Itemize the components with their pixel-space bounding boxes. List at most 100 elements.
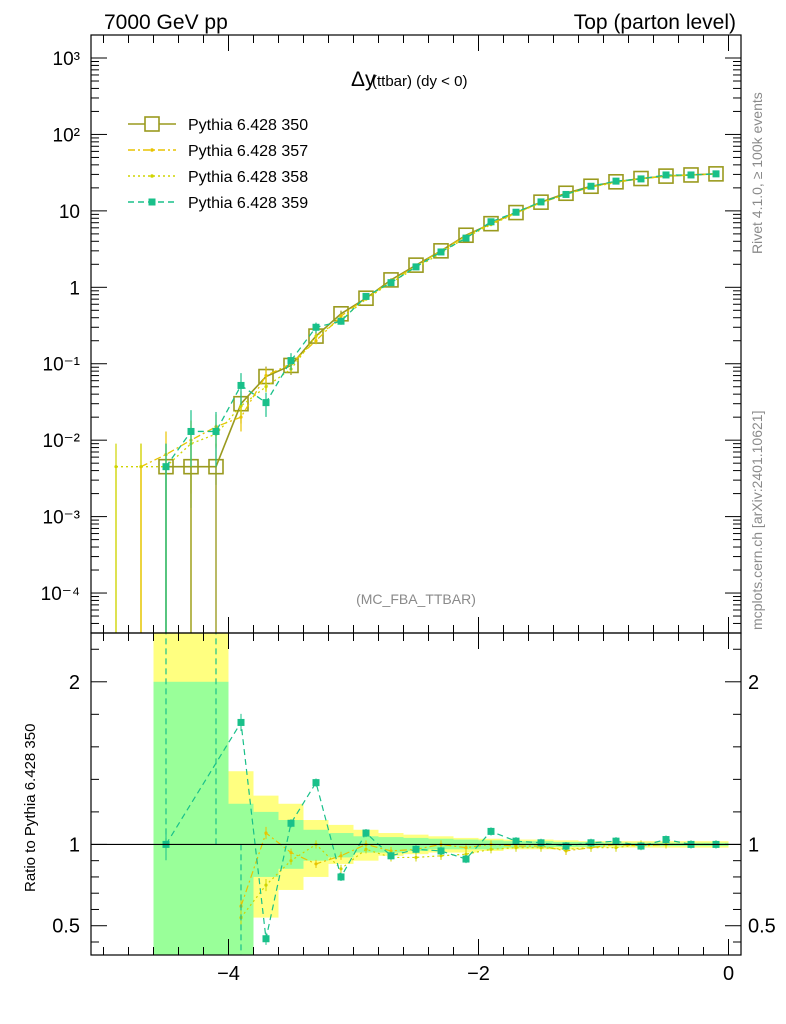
ratio-point	[562, 842, 570, 850]
ratio-point	[262, 935, 270, 943]
ratio-point	[287, 819, 295, 827]
ratio-point	[537, 839, 545, 847]
data-point	[712, 170, 720, 178]
ratio-point	[314, 862, 318, 866]
ratio-point	[462, 855, 470, 863]
x-tick-label: −4	[217, 963, 240, 985]
ratio-y-axis-label: Ratio to Pythia 6.428 350	[22, 724, 39, 892]
data-point	[437, 248, 445, 256]
data-point	[187, 427, 195, 435]
data-point	[412, 263, 420, 271]
ratio-point	[514, 846, 518, 850]
ratio-point	[437, 847, 445, 855]
data-point	[239, 415, 243, 419]
ratio-point	[237, 718, 245, 726]
y-tick-label: 10⁻¹	[43, 355, 81, 376]
ratio-point	[539, 846, 543, 850]
series-line-2	[140, 173, 717, 468]
main-series-group	[114, 166, 724, 633]
data-point	[587, 182, 595, 190]
data-point	[562, 190, 570, 198]
data-point	[458, 227, 474, 244]
ratio-point	[464, 852, 468, 856]
data-point	[212, 427, 220, 435]
ratio-point	[587, 839, 595, 847]
data-point	[362, 292, 370, 300]
analysis-watermark: (MC_FBA_TTBAR)	[356, 591, 476, 607]
ratio-point	[312, 779, 320, 787]
y-tick-label: 10³	[53, 49, 80, 70]
data-point	[314, 334, 318, 338]
ratio-point	[289, 850, 293, 855]
ratio-point	[487, 827, 495, 835]
data-point	[508, 204, 524, 221]
data-point	[433, 243, 449, 259]
y-tick-label: 10	[59, 202, 80, 223]
y-tick-label: 10⁻²	[43, 431, 81, 452]
ratio-point	[364, 847, 368, 851]
ratio-point	[589, 846, 593, 850]
data-point	[612, 177, 620, 185]
data-point	[358, 290, 374, 307]
ratio-tick-label-right: 2	[748, 672, 759, 694]
axis-ticks: −4 −2 0 10⁻⁴ 10⁻³ 10⁻² 10⁻¹ 1 10 10² 10³ 0.5 0.5 1 1 2 2	[41, 34, 776, 985]
y-tick-label: 10⁻³	[43, 508, 81, 529]
data-point	[662, 171, 670, 179]
data-point	[339, 314, 343, 318]
data-point	[337, 317, 345, 325]
legend-marker	[150, 148, 154, 152]
series-line-4	[165, 173, 717, 468]
data-point	[583, 178, 599, 195]
data-point	[387, 279, 395, 287]
mcplots-label: mcplots.cern.ch [arXiv:2401.10621]	[749, 411, 765, 630]
plot-title-suffix: (ttbar) (dy < 0)	[372, 73, 467, 90]
plot-title: Δy	[351, 68, 376, 91]
ratio-tick-label: 0.5	[52, 916, 80, 938]
ratio-point	[662, 836, 670, 844]
y-tick-label: 10²	[53, 125, 80, 146]
ratio-point	[339, 854, 343, 858]
ratio-point	[387, 852, 395, 860]
data-point	[312, 323, 320, 331]
y-tick-label: 10⁻⁴	[41, 584, 80, 605]
data-point	[262, 399, 270, 407]
ratio-point	[464, 846, 468, 850]
ratio-point	[362, 829, 370, 837]
data-point	[608, 174, 624, 190]
ratio-tick-label: 1	[69, 834, 80, 856]
data-point	[239, 404, 243, 408]
legend-marker	[144, 116, 160, 132]
legend: Pythia 6.428 350 Pythia 6.428 357 Pythia 6…	[128, 116, 308, 212]
data-point	[314, 339, 318, 343]
ratio-point	[289, 859, 293, 863]
y-tick-label: 1	[69, 278, 80, 299]
data-point	[264, 373, 268, 378]
data-point	[462, 234, 470, 242]
x-tick-label: 0	[723, 963, 734, 985]
header-left: 7000 GeV pp	[104, 11, 228, 34]
legend-label: Pythia 6.428 350	[188, 117, 308, 134]
ratio-point	[439, 854, 443, 858]
ratio-point	[264, 883, 268, 887]
rivet-version-label: Rivet 4.1.0, ≥ 100k events	[749, 92, 765, 254]
ratio-tick-label-right: 1	[748, 834, 759, 856]
green-band-bin	[153, 681, 229, 955]
legend-marker	[150, 174, 154, 178]
ratio-panel-frame	[90, 632, 742, 956]
legend-label: Pythia 6.428 358	[188, 169, 308, 186]
data-point	[687, 171, 695, 179]
ratio-point	[339, 867, 343, 871]
ratio-point	[337, 873, 345, 881]
data-point	[383, 272, 399, 288]
legend-label: Pythia 6.428 359	[188, 195, 308, 212]
ratio-tick-label-right: 0.5	[748, 916, 776, 938]
x-tick-label: −2	[467, 963, 490, 985]
ratio-point	[612, 837, 620, 845]
data-point	[533, 194, 549, 210]
legend-label: Pythia 6.428 357	[188, 143, 308, 160]
data-point	[512, 208, 520, 216]
ratio-point	[512, 837, 520, 845]
ratio-point	[264, 831, 268, 835]
series-line-3	[116, 173, 717, 468]
